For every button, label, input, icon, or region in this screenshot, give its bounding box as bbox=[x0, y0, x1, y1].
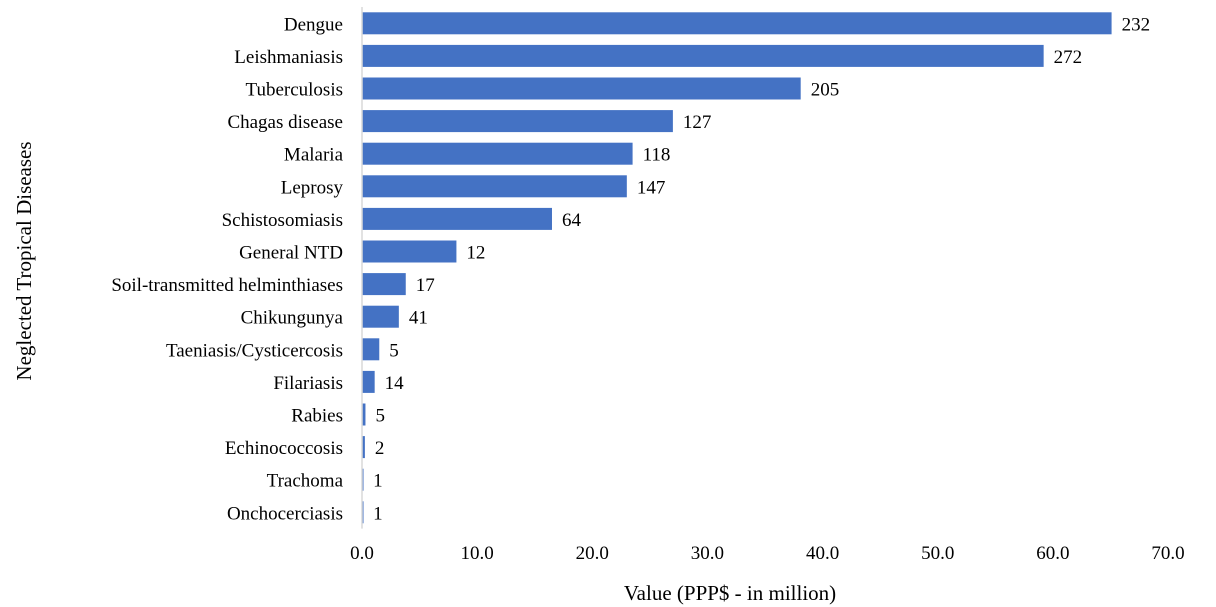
bar-10 bbox=[362, 338, 380, 361]
category-label-6: Schistosomiasis bbox=[222, 210, 343, 231]
bar-13 bbox=[362, 436, 365, 459]
category-label-12: Rabies bbox=[291, 406, 343, 427]
x-tick-label-7: 70.0 bbox=[1151, 543, 1184, 564]
category-label-3: Chagas disease bbox=[227, 112, 343, 133]
data-label-0: 232 bbox=[1122, 14, 1151, 35]
bar-0 bbox=[362, 12, 1112, 35]
category-labels-group: Dengue Leishmaniasis Tuberculosis Chagas di… bbox=[111, 14, 343, 524]
x-tick-label-6: 60.0 bbox=[1036, 543, 1069, 564]
category-label-4: Malaria bbox=[284, 145, 344, 166]
bar-5 bbox=[362, 175, 627, 198]
x-tick-label-1: 10.0 bbox=[461, 543, 494, 564]
category-label-7: General NTD bbox=[239, 243, 343, 264]
data-label-2: 205 bbox=[811, 80, 840, 101]
data-label-1: 272 bbox=[1054, 47, 1083, 68]
data-label-13: 2 bbox=[375, 438, 385, 459]
data-label-5: 147 bbox=[637, 177, 666, 198]
category-label-14: Trachoma bbox=[267, 471, 344, 492]
x-tick-label-3: 30.0 bbox=[691, 543, 724, 564]
data-label-6: 64 bbox=[562, 210, 582, 231]
bar-2 bbox=[362, 77, 801, 100]
data-label-9: 41 bbox=[409, 308, 428, 329]
bar-6 bbox=[362, 207, 552, 230]
category-label-9: Chikungunya bbox=[241, 308, 344, 329]
x-tick-labels-group: 0.0 10.0 20.0 30.0 40.0 50.0 60.0 70.0 bbox=[350, 543, 1185, 564]
category-label-10: Taeniasis/Cysticercosis bbox=[166, 340, 343, 361]
category-label-8: Soil-transmitted helminthiases bbox=[111, 275, 343, 296]
bar-12 bbox=[362, 403, 366, 426]
category-label-0: Dengue bbox=[284, 14, 343, 35]
category-label-13: Echinococcosis bbox=[225, 438, 343, 459]
bar-9 bbox=[362, 305, 399, 328]
y-axis-title: Neglected Tropical Diseases bbox=[12, 141, 36, 380]
category-label-2: Tuberculosis bbox=[246, 80, 343, 101]
category-label-5: Leprosy bbox=[281, 177, 344, 198]
bar-11 bbox=[362, 370, 375, 393]
data-label-14: 1 bbox=[373, 471, 383, 492]
data-label-3: 127 bbox=[683, 112, 712, 133]
bar-3 bbox=[362, 110, 673, 133]
data-label-10: 5 bbox=[389, 340, 399, 361]
category-label-11: Filariasis bbox=[273, 373, 343, 394]
category-label-15: Onchocerciasis bbox=[227, 503, 343, 524]
x-tick-label-4: 40.0 bbox=[806, 543, 839, 564]
data-label-12: 5 bbox=[375, 406, 385, 427]
x-tick-label-2: 20.0 bbox=[576, 543, 609, 564]
x-tick-label-5: 50.0 bbox=[921, 543, 954, 564]
data-label-7: 12 bbox=[466, 243, 485, 264]
bars-group bbox=[362, 12, 1112, 524]
data-label-15: 1 bbox=[373, 503, 383, 524]
category-label-1: Leishmaniasis bbox=[234, 47, 343, 68]
data-label-8: 17 bbox=[416, 275, 435, 296]
bar-1 bbox=[362, 44, 1044, 67]
bar-7 bbox=[362, 240, 457, 263]
bar-4 bbox=[362, 142, 633, 165]
data-label-11: 14 bbox=[385, 373, 405, 394]
bar-8 bbox=[362, 273, 406, 296]
x-tick-label-0: 0.0 bbox=[350, 543, 374, 564]
data-label-4: 118 bbox=[643, 145, 671, 166]
x-axis-title: Value (PPP$ - in million) bbox=[624, 581, 836, 605]
